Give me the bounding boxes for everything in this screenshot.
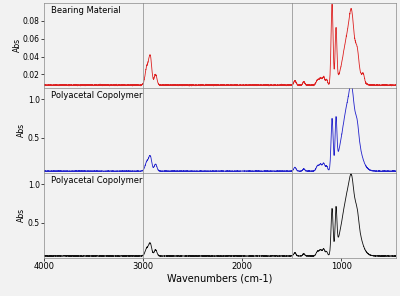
Y-axis label: Abs: Abs xyxy=(12,38,22,52)
Y-axis label: Abs: Abs xyxy=(17,208,26,222)
Y-axis label: Abs: Abs xyxy=(17,123,26,137)
Text: Polyacetal Copolymer: Polyacetal Copolymer xyxy=(51,176,142,185)
X-axis label: Wavenumbers (cm-1): Wavenumbers (cm-1) xyxy=(167,274,273,284)
Text: Bearing Material: Bearing Material xyxy=(51,6,121,15)
Text: Polyacetal Copolymer: Polyacetal Copolymer xyxy=(51,91,142,100)
